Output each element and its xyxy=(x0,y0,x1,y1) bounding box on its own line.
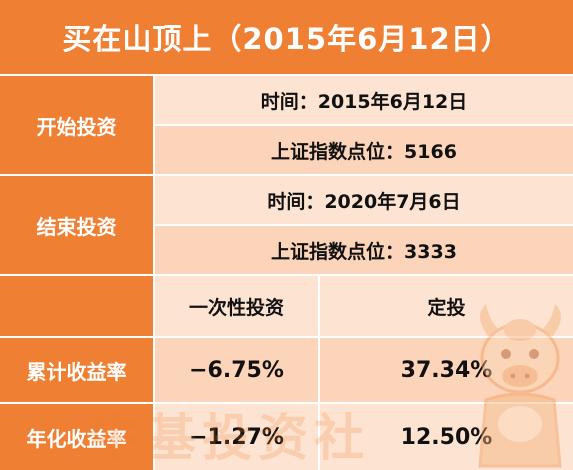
annualized-lump-sum: −1.27% xyxy=(155,404,320,470)
row-label-annualized: 年化收益率 xyxy=(0,404,155,470)
row-label-cumulative: 累计收益率 xyxy=(0,338,155,404)
column-header-dca: 定投 xyxy=(320,276,573,338)
end-label: 结束投资 xyxy=(0,176,155,276)
cumulative-dca: 37.34% xyxy=(320,338,573,404)
table-title: 买在山顶上（2015年6月12日） xyxy=(0,0,573,76)
end-index: 上证指数点位：3333 xyxy=(155,226,573,276)
column-header-lump-sum: 一次性投资 xyxy=(155,276,320,338)
start-label: 开始投资 xyxy=(0,76,155,176)
annualized-dca: 12.50% xyxy=(320,404,573,470)
start-time: 时间：2015年6月12日 xyxy=(155,76,573,126)
end-time: 时间：2020年7月6日 xyxy=(155,176,573,226)
header-corner xyxy=(0,276,155,338)
cumulative-lump-sum: −6.75% xyxy=(155,338,320,404)
start-index: 上证指数点位：5166 xyxy=(155,126,573,176)
